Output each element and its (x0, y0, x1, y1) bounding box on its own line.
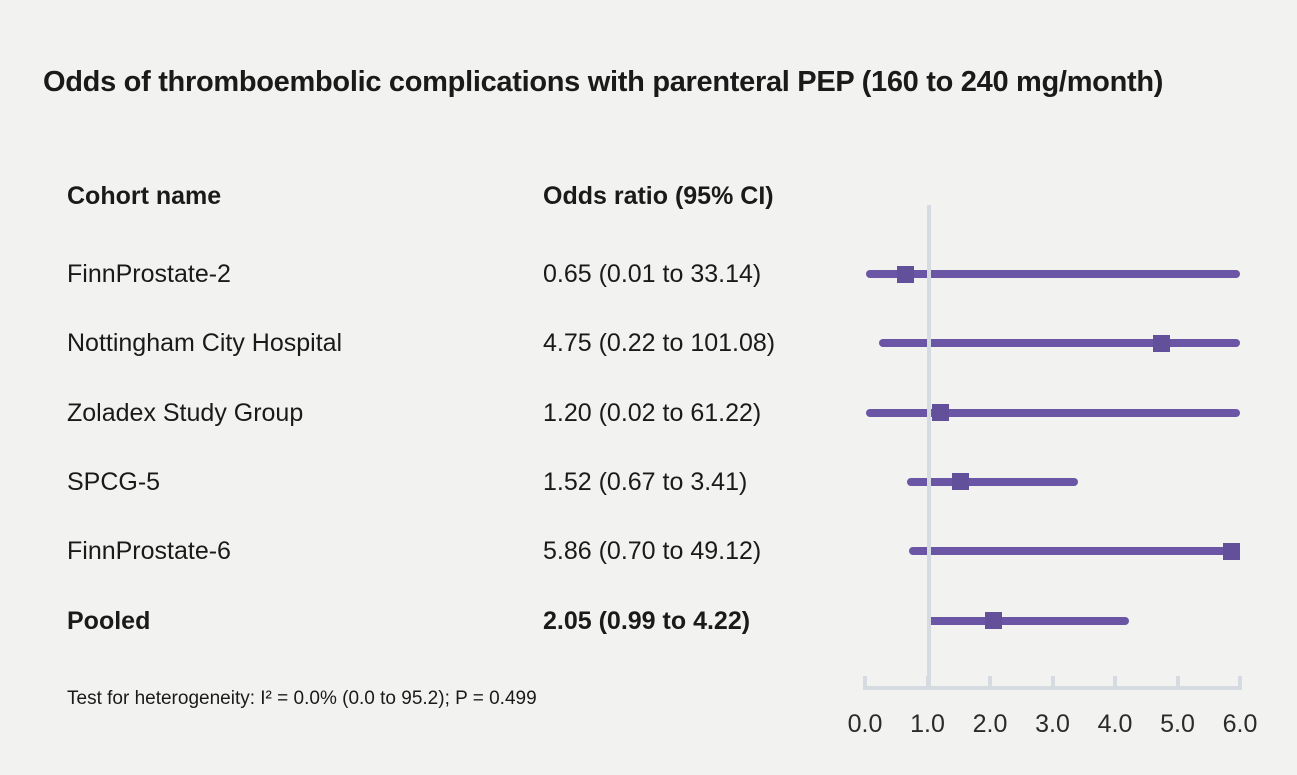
point-marker (931, 404, 949, 422)
x-axis-line (863, 686, 1242, 690)
x-axis-tick-label: 4.0 (1097, 710, 1133, 738)
point-marker (897, 265, 915, 283)
figure-title: Odds of thromboembolic complications wit… (43, 66, 1164, 98)
x-axis-tick-label: 1.0 (910, 710, 945, 738)
row-label: Zoladex Study Group (67, 398, 304, 427)
pooled-point-marker (984, 612, 1002, 629)
row-label: Pooled (67, 606, 151, 635)
x-axis-tick (988, 676, 992, 686)
row-label: SPCG-5 (67, 467, 161, 496)
point-marker (1153, 334, 1171, 352)
x-axis-tick-label: 2.0 (972, 710, 1008, 738)
ci-line (926, 616, 1129, 625)
point-marker (1222, 542, 1240, 560)
point-marker (951, 473, 969, 491)
column-header-odds-ratio: Odds ratio (95% CI) (543, 182, 774, 210)
x-axis-tick (1238, 676, 1242, 686)
ci-line (906, 477, 1079, 486)
row-or-value: 5.86 (0.70 to 49.12) (543, 537, 762, 566)
ci-line (866, 408, 1240, 417)
x-axis-tick (1113, 676, 1117, 686)
x-axis-tick-label: 3.0 (1035, 710, 1070, 738)
x-axis-tick (863, 676, 867, 686)
column-header-cohort: Cohort name (67, 182, 222, 210)
row-or-value: 1.52 (0.67 to 3.41) (543, 467, 748, 496)
ci-line (878, 339, 1240, 348)
x-axis-tick (1050, 676, 1055, 686)
ci-line (865, 270, 1240, 278)
heterogeneity-footnote: Test for heterogeneity: I² = 0.0% (0.0 t… (67, 688, 537, 709)
ci-line (908, 547, 1240, 556)
x-axis-tick-label: 0.0 (847, 710, 883, 738)
row-or-value: 2.05 (0.99 to 4.22) (543, 606, 751, 635)
x-axis-tick-label: 6.0 (1222, 710, 1258, 738)
row-or-value: 4.75 (0.22 to 101.08) (543, 329, 776, 358)
row-label: FinnProstate-2 (67, 260, 231, 288)
row-or-value: 1.20 (0.02 to 61.22) (543, 398, 762, 427)
reference-line (927, 205, 931, 688)
row-or-value: 0.65 (0.01 to 33.14) (543, 260, 762, 288)
x-axis-tick-label: 5.0 (1160, 710, 1195, 738)
x-axis-tick (925, 676, 930, 686)
row-label: Nottingham City Hospital (67, 329, 343, 358)
x-axis-tick (1175, 676, 1180, 686)
row-label: FinnProstate-6 (67, 537, 231, 566)
